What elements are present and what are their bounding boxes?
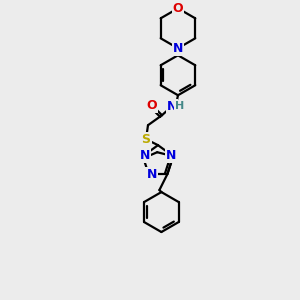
Text: N: N	[167, 100, 177, 113]
Text: N: N	[140, 149, 150, 162]
Text: S: S	[142, 133, 151, 146]
Text: O: O	[147, 99, 157, 112]
Text: N: N	[173, 42, 183, 55]
Text: N: N	[146, 168, 157, 181]
Text: O: O	[173, 2, 183, 15]
Text: N: N	[166, 149, 176, 162]
Text: H: H	[175, 101, 184, 111]
